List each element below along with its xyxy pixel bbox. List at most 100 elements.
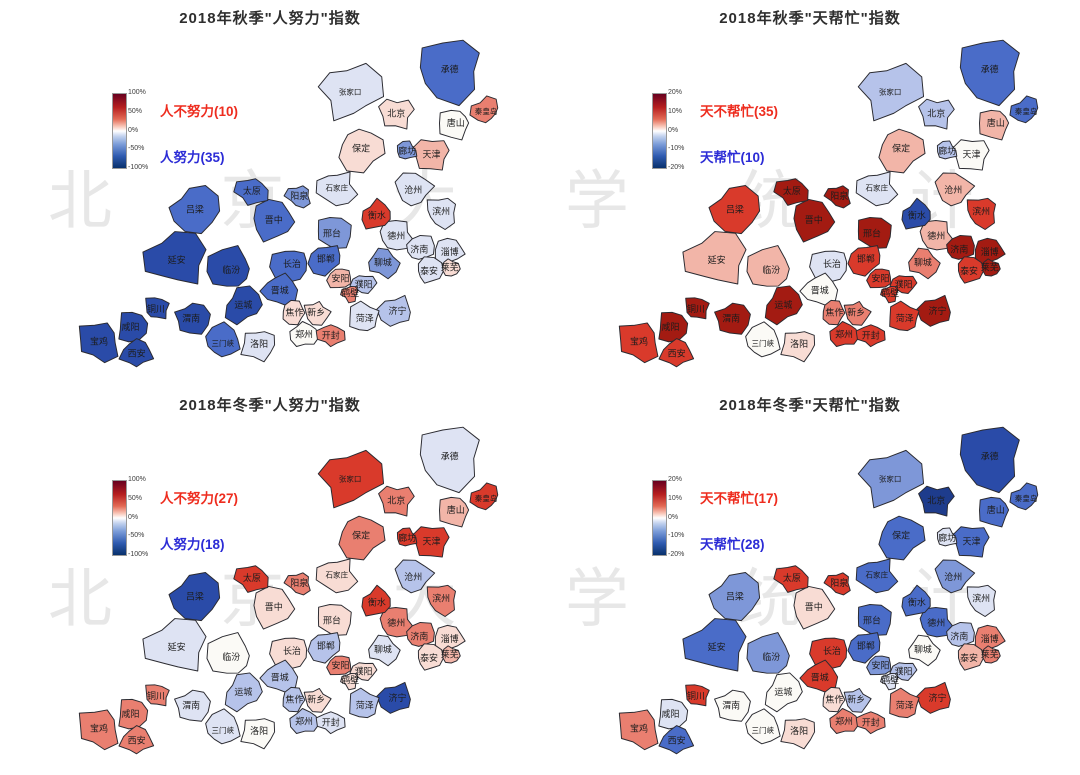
- region-label-保定: 保定: [892, 530, 910, 542]
- region-label-吕梁: 吕梁: [186, 203, 204, 215]
- region-label-长治: 长治: [823, 645, 841, 657]
- region-西安: [118, 725, 155, 755]
- region-label-焦作: 焦作: [285, 693, 303, 705]
- region-阳泉: [283, 185, 311, 209]
- region-洛阳: [240, 331, 276, 363]
- colorbar-tick: 0%: [668, 513, 679, 521]
- region-label-唐山: 唐山: [987, 117, 1005, 129]
- region-label-新乡: 新乡: [847, 306, 865, 318]
- colorbar-tick: -50%: [128, 145, 145, 153]
- region-label-洛阳: 洛阳: [790, 338, 808, 350]
- region-label-宝鸡: 宝鸡: [90, 723, 108, 735]
- colorbar-tick: -10%: [668, 532, 685, 540]
- region-吕梁: [708, 571, 761, 622]
- region-label-安阳: 安阳: [331, 272, 349, 284]
- region-廊坊: [936, 140, 958, 160]
- region-label-德州: 德州: [927, 230, 945, 242]
- region-label-铜川: 铜川: [147, 303, 165, 315]
- region-label-滨州: 滨州: [972, 206, 990, 218]
- region-晋中: [253, 585, 296, 630]
- region-label-三门峡: 三门峡: [211, 725, 234, 735]
- region-长治: [809, 637, 848, 670]
- region-泰安: [417, 256, 444, 284]
- region-晋城: [259, 272, 299, 306]
- region-安阳: [326, 268, 352, 289]
- legend-red-label: 人不努力(10): [160, 104, 239, 119]
- region-label-秦皇岛: 秦皇岛: [1015, 493, 1038, 503]
- region-label-泰安: 泰安: [960, 652, 978, 664]
- region-label-北京: 北京: [927, 107, 945, 119]
- region-label-德州: 德州: [927, 617, 945, 629]
- region-石家庄: [855, 558, 899, 594]
- region-label-菏泽: 菏泽: [356, 314, 374, 325]
- region-label-长治: 长治: [823, 258, 841, 270]
- region-label-济南: 济南: [950, 243, 968, 255]
- region-济南: [406, 234, 435, 260]
- region-天津: [412, 526, 450, 558]
- colorbar-tick: 0%: [128, 126, 139, 134]
- region-聊城: [368, 634, 401, 667]
- region-label-太原: 太原: [783, 185, 801, 197]
- region-西安: [658, 725, 695, 755]
- region-运城: [224, 285, 263, 326]
- region-廊坊: [396, 527, 418, 547]
- region-label-铜川: 铜川: [687, 303, 705, 315]
- region-泰安: [417, 643, 444, 671]
- region-滨州: [966, 584, 997, 617]
- region-莱芜: [442, 645, 461, 664]
- region-label-焦作: 焦作: [285, 306, 303, 318]
- region-label-天津: 天津: [963, 150, 981, 161]
- region-label-阳泉: 阳泉: [830, 190, 848, 202]
- region-衡水: [361, 197, 391, 230]
- region-label-咸阳: 咸阳: [122, 708, 140, 720]
- region-秦皇岛: [1009, 95, 1039, 124]
- region-label-三门峡: 三门峡: [751, 725, 774, 735]
- region-济宁: [376, 294, 411, 327]
- colorbar-tick: -20%: [668, 164, 685, 171]
- region-label-廊坊: 廊坊: [398, 532, 416, 544]
- panel-title: 2018年冬季"人努力"指数: [179, 397, 361, 414]
- region-label-承德: 承德: [981, 451, 999, 463]
- region-长治: [809, 250, 848, 283]
- region-承德: [419, 39, 480, 107]
- region-秦皇岛: [469, 482, 499, 511]
- region-唐山: [979, 496, 1010, 528]
- region-label-洛阳: 洛阳: [790, 725, 808, 737]
- region-焦作: [282, 686, 306, 713]
- region-吕梁: [168, 571, 221, 622]
- region-label-运城: 运城: [774, 687, 792, 698]
- region-label-三门峡: 三门峡: [751, 338, 774, 348]
- region-label-开封: 开封: [322, 329, 340, 341]
- region-新乡: [303, 300, 332, 326]
- region-label-太原: 太原: [243, 185, 261, 197]
- region-label-张家口: 张家口: [879, 87, 902, 97]
- region-label-张家口: 张家口: [339, 474, 362, 484]
- colorbar-tick: 20%: [668, 89, 683, 96]
- region-济宁: [916, 294, 951, 327]
- colorbar-ticks: 100% 50% 0% -50% -100%: [128, 476, 148, 558]
- region-label-鹤壁: 鹤壁: [341, 674, 359, 686]
- region-石家庄: [855, 171, 899, 207]
- region-阳泉: [823, 572, 851, 596]
- region-label-咸阳: 咸阳: [662, 321, 680, 333]
- region-label-咸阳: 咸阳: [662, 708, 680, 720]
- region-label-咸阳: 咸阳: [122, 321, 140, 333]
- region-铜川: [145, 684, 170, 707]
- region-label-阳泉: 阳泉: [290, 577, 308, 589]
- region-济宁: [916, 681, 951, 714]
- region-label-安阳: 安阳: [871, 272, 889, 284]
- region-label-沧州: 沧州: [944, 571, 962, 583]
- region-铜川: [145, 297, 170, 320]
- region-天津: [952, 139, 990, 171]
- region-吕梁: [708, 184, 761, 235]
- region-衡水: [361, 584, 391, 617]
- region-label-晋城: 晋城: [811, 673, 829, 684]
- region-鹤壁: [880, 285, 899, 304]
- region-label-阳泉: 阳泉: [290, 190, 308, 202]
- colorbar-gradient: [112, 93, 127, 169]
- region-label-晋中: 晋中: [265, 601, 283, 613]
- region-咸阳: [118, 311, 149, 343]
- region-label-济南: 济南: [410, 630, 428, 642]
